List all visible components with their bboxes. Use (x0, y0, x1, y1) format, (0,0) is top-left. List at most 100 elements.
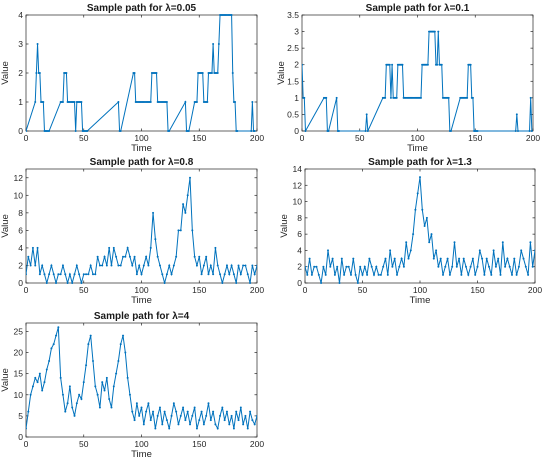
data-point (193, 255, 196, 258)
data-point (103, 389, 106, 392)
chart-panel-lambda-0.05: Sample path for λ=0.05 0 50 100 150 200 0 1 2 3 4 T… (0, 3, 264, 154)
data-point (391, 63, 394, 66)
data-point (87, 343, 90, 346)
data-point (242, 264, 245, 267)
data-point (75, 264, 78, 267)
chart-title: Sample path for λ=0.1 (366, 3, 470, 14)
x-tick-label: 200 (250, 133, 264, 143)
data-point (400, 257, 403, 260)
y-tick-label: 12 (14, 173, 24, 183)
data-point (94, 273, 97, 276)
data-point (108, 246, 111, 249)
data-point (175, 410, 178, 413)
data-point (391, 265, 394, 268)
y-tick-label: 0 (297, 278, 302, 288)
data-point (186, 194, 189, 197)
data-point (508, 265, 511, 268)
data-point (189, 176, 192, 179)
data-point (329, 265, 332, 268)
data-point (447, 96, 450, 99)
data-point (522, 257, 525, 260)
y-axis-label: Value (0, 214, 11, 238)
data-point (223, 273, 226, 276)
data-point (179, 414, 182, 417)
data-point (409, 249, 412, 252)
data-point (432, 257, 435, 260)
data-point (223, 419, 226, 422)
data-point (356, 282, 359, 284)
data-point (437, 265, 440, 268)
data-point (38, 273, 41, 276)
data-point (172, 402, 175, 405)
data-point (191, 229, 194, 232)
data-point (152, 211, 155, 214)
data-point (87, 273, 90, 276)
data-point (428, 241, 431, 244)
x-tick-label: 0 (24, 439, 29, 449)
data-point (115, 372, 118, 375)
data-point (55, 282, 58, 284)
data-point (221, 406, 224, 409)
data-point (331, 257, 334, 260)
data-point (336, 265, 339, 268)
y-tick-label: 15 (14, 369, 24, 379)
data-point (419, 176, 421, 179)
data-point (237, 264, 240, 267)
data-point (26, 130, 27, 132)
data-point (433, 30, 436, 33)
data-point (156, 255, 159, 258)
data-point (91, 360, 94, 362)
data-point (347, 265, 350, 268)
data-point (61, 264, 64, 267)
data-point (128, 393, 131, 396)
x-tick-label: 200 (250, 285, 264, 295)
data-point (212, 273, 215, 276)
y-tick-label: 1 (294, 93, 299, 103)
chart-panel-lambda-1.3: Sample path for λ=1.3 0 50 100 150 200 0 2 4 6 8 10… (279, 157, 542, 306)
data-point (207, 273, 210, 276)
data-point (303, 96, 306, 99)
data-point (530, 130, 533, 132)
data-point (310, 273, 313, 276)
x-axis-label: Time (410, 295, 431, 306)
data-point (105, 376, 108, 379)
data-point (71, 406, 74, 409)
data-point (112, 385, 115, 388)
data-point (370, 265, 373, 268)
data-point (483, 273, 486, 276)
data-point (393, 257, 396, 260)
data-point (325, 96, 328, 99)
data-point (71, 282, 74, 284)
data-point (27, 410, 30, 413)
data-point (529, 96, 532, 99)
data-point (469, 265, 472, 268)
data-point (435, 249, 438, 252)
data-point (230, 414, 233, 417)
data-point (170, 414, 173, 417)
y-tick-label: 2 (297, 262, 302, 272)
data-point (85, 273, 88, 276)
y-tick-label: 2 (18, 260, 23, 270)
data-point (488, 265, 490, 268)
data-point (82, 381, 85, 384)
data-point (467, 273, 470, 276)
y-tick-label: 1.5 (287, 76, 299, 86)
y-tick-label: 0 (18, 278, 23, 288)
data-point (492, 249, 495, 252)
data-point (450, 130, 452, 132)
data-point (217, 43, 220, 45)
data-point (520, 249, 523, 252)
data-point (117, 101, 120, 103)
y-tick-label: 10 (14, 390, 24, 400)
data-point (471, 96, 474, 99)
data-point (140, 406, 143, 409)
data-point (163, 282, 166, 284)
data-point (382, 265, 385, 268)
data-point (119, 343, 122, 346)
data-point (228, 273, 231, 276)
y-tick-label: 8 (18, 208, 23, 218)
data-point (499, 273, 502, 276)
data-point (305, 265, 306, 268)
chart-title: Sample path for λ=0.05 (87, 3, 197, 14)
y-tick-label: 0 (294, 126, 299, 136)
